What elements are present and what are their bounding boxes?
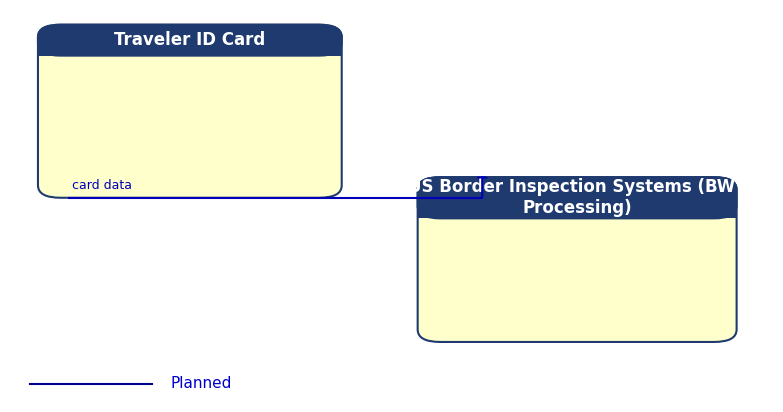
Bar <box>417 198 737 218</box>
Bar <box>38 40 341 56</box>
Text: Traveler ID Card: Traveler ID Card <box>114 31 265 49</box>
FancyBboxPatch shape <box>417 177 737 342</box>
Text: US Border Inspection Systems (BWT
Processing): US Border Inspection Systems (BWT Proces… <box>408 178 746 217</box>
Text: card data: card data <box>72 178 132 192</box>
FancyBboxPatch shape <box>38 25 341 56</box>
FancyBboxPatch shape <box>38 25 341 198</box>
Text: Planned: Planned <box>171 377 233 391</box>
FancyBboxPatch shape <box>417 177 737 218</box>
